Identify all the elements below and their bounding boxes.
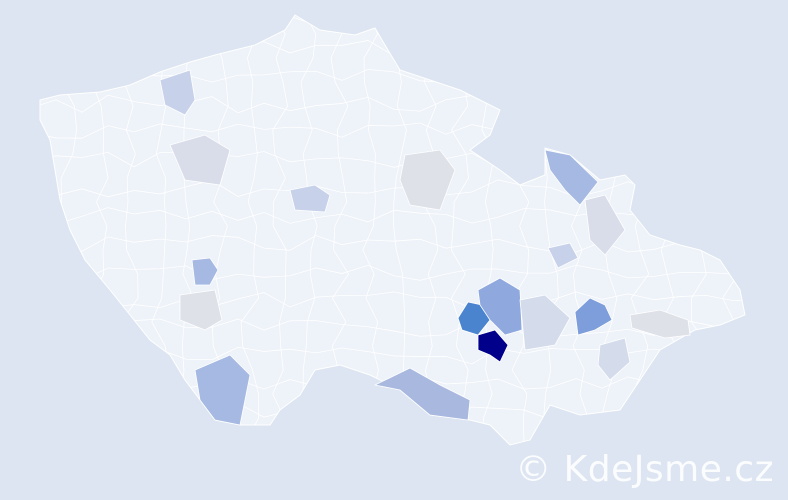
district-4 <box>574 297 613 336</box>
district-border <box>271 15 288 443</box>
district-border <box>40 39 745 58</box>
district-border <box>40 291 745 310</box>
district-13 <box>179 289 223 331</box>
district-6 <box>194 354 251 426</box>
district-border <box>40 15 50 443</box>
district-1 <box>477 329 509 363</box>
district-5 <box>544 149 599 206</box>
district-9 <box>159 69 196 116</box>
district-7 <box>373 367 471 421</box>
district-border <box>240 15 260 443</box>
district-border <box>362 15 379 443</box>
district-18 <box>629 309 691 339</box>
district-8 <box>191 257 219 286</box>
watermark: © KdeJsme.cz <box>515 449 774 490</box>
district-border <box>300 15 318 443</box>
district-border <box>40 264 745 281</box>
district-border <box>690 15 710 443</box>
district-border <box>40 179 745 198</box>
highlighted-districts <box>159 69 691 426</box>
district-11 <box>169 134 231 186</box>
district-10 <box>289 184 331 213</box>
district-border <box>40 235 745 253</box>
district-border <box>40 15 745 29</box>
district-border <box>40 206 745 225</box>
district-14 <box>519 294 571 351</box>
district-16 <box>547 242 579 269</box>
district-border <box>40 402 745 421</box>
district-border <box>660 15 679 443</box>
district-15 <box>584 194 626 256</box>
district-3 <box>477 277 523 336</box>
country-outline <box>39 14 746 446</box>
district-border <box>722 15 739 443</box>
district-17 <box>597 337 631 381</box>
district-12 <box>399 149 456 211</box>
